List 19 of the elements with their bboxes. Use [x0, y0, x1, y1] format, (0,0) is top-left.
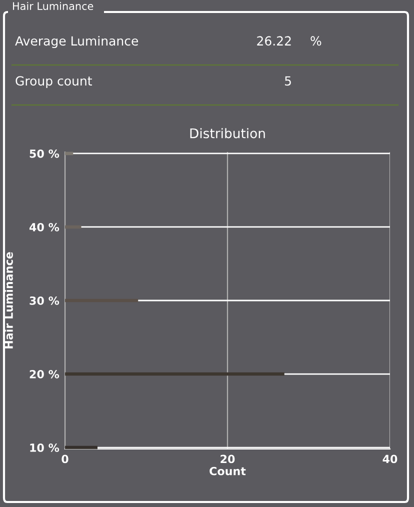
x-tick-label: 0	[62, 454, 68, 464]
text: 5	[285, 76, 291, 86]
y-tick-label: 10 %	[30, 444, 60, 452]
x-tick-label: 20	[220, 454, 235, 464]
y-tick-label: 40 %	[29, 222, 60, 232]
text: Group count	[16, 76, 92, 88]
text: 26.22	[257, 36, 291, 46]
chart-title: Distribution	[190, 128, 265, 138]
text: Average Luminance	[15, 36, 138, 48]
bar	[65, 372, 284, 376]
y-axis-title: Hair Luminance	[4, 252, 13, 348]
y-tick-label: 30 %	[30, 296, 60, 305]
x-axis-title: Count	[210, 466, 246, 476]
y-tick-label: 50 %	[30, 149, 60, 158]
text: %	[310, 36, 322, 46]
x-tick-label: 40	[382, 454, 398, 464]
text: Hair Luminance	[13, 2, 94, 10]
bar	[65, 446, 98, 450]
y-tick-label: 20 %	[30, 370, 60, 378]
